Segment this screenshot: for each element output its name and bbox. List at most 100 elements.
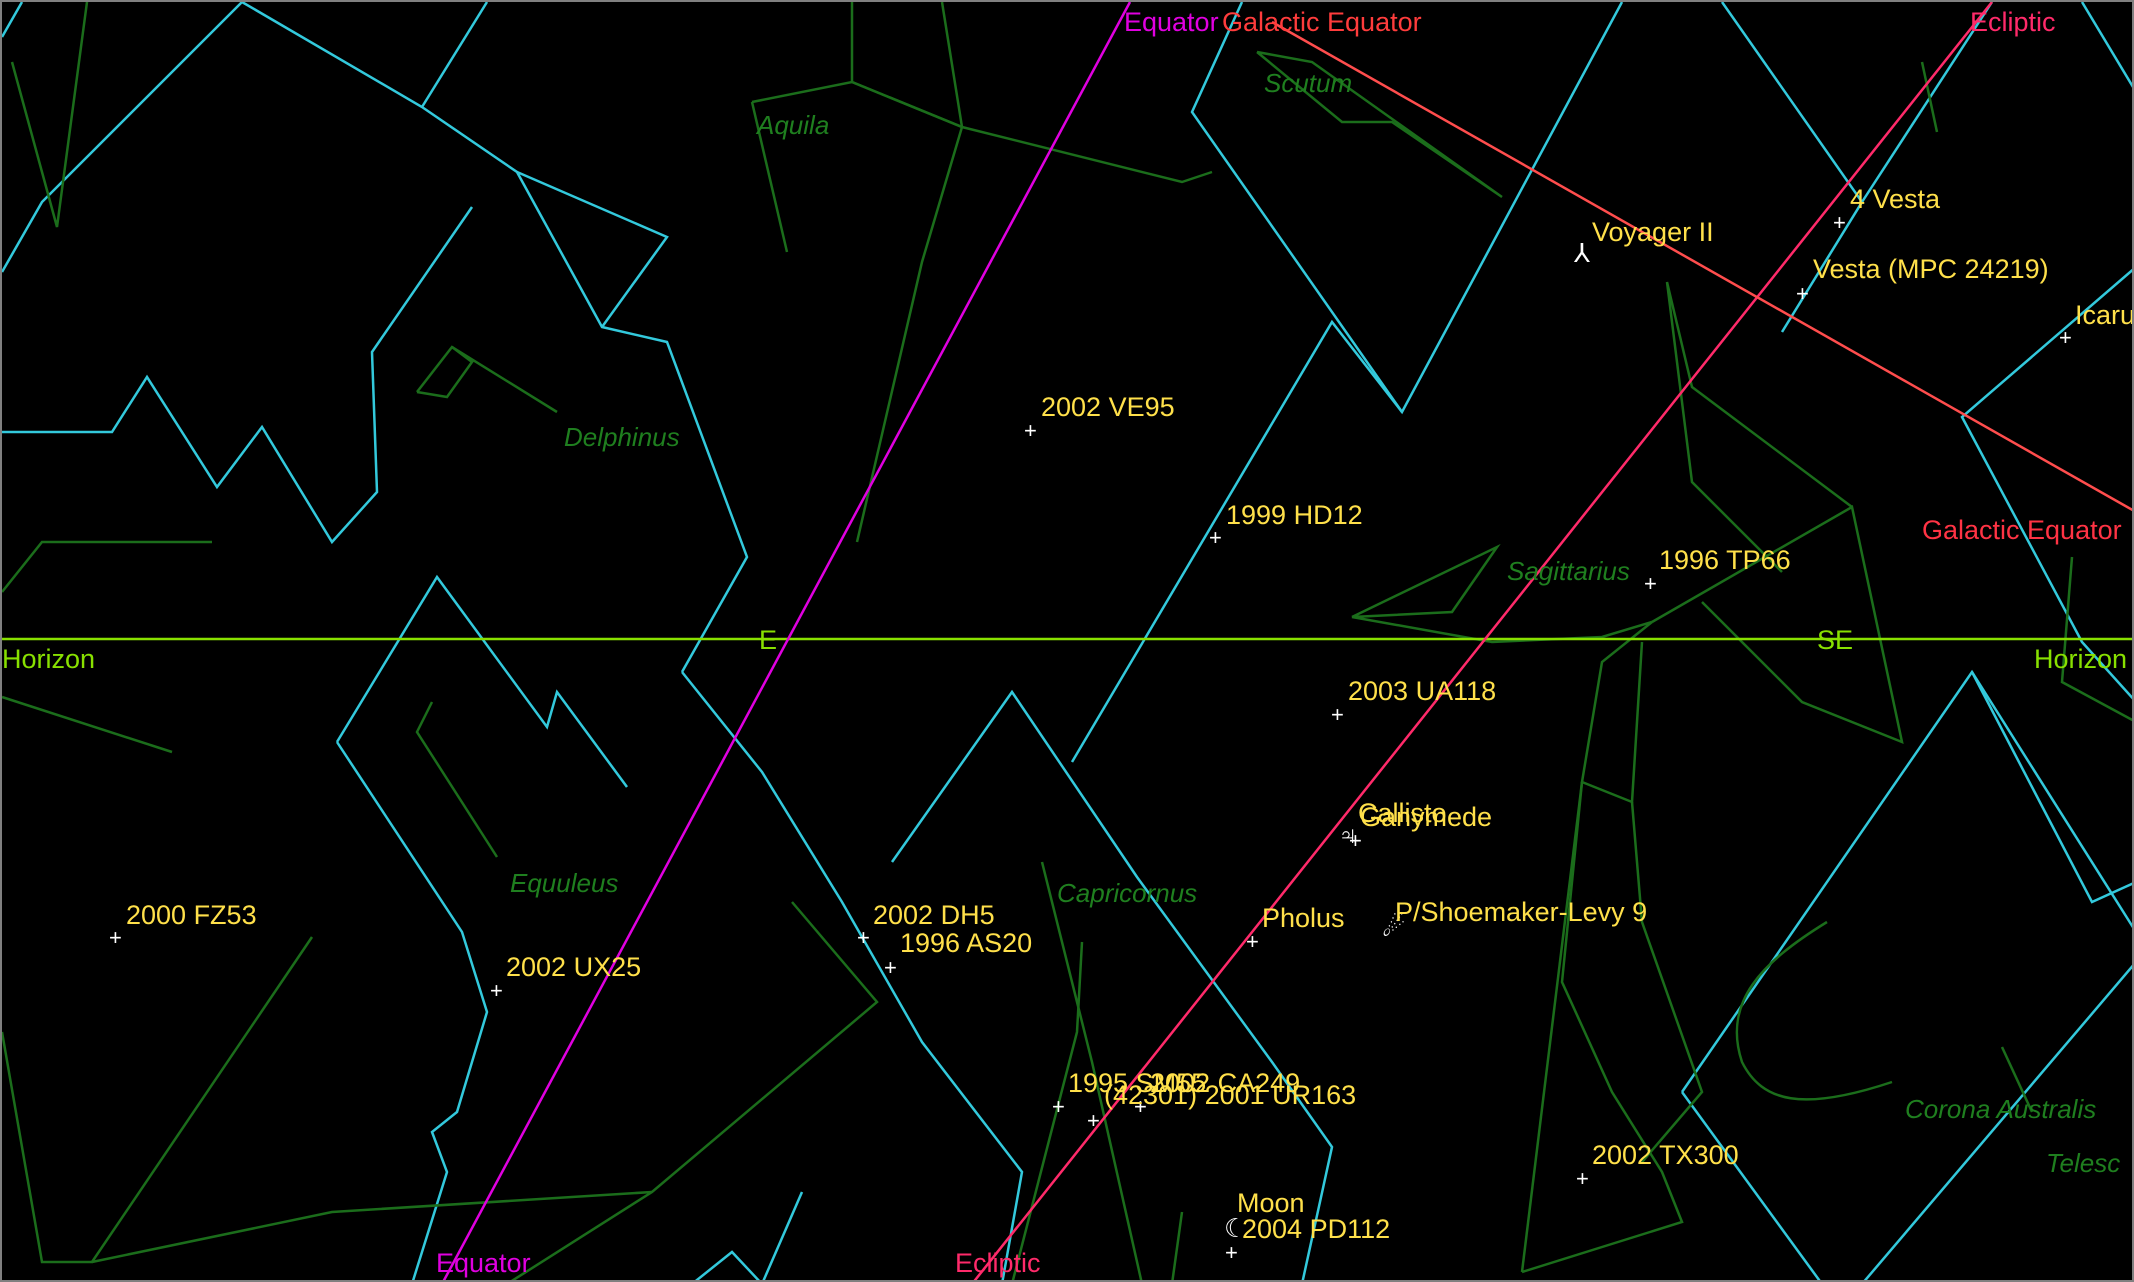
figure-line <box>1351 543 1653 644</box>
galactic-equator-label-right: Galactic Equator <box>1922 515 2122 545</box>
object-label-2002-ux25[interactable]: 2002 UX25 <box>506 952 642 982</box>
object-marker-1995-sm55[interactable]: + <box>1052 1094 1065 1119</box>
object-label-2002-tx300[interactable]: 2002 TX300 <box>1592 1140 1739 1170</box>
object-label-2002-dh5[interactable]: 2002 DH5 <box>873 900 995 930</box>
voyager-icon[interactable]: ⅄ <box>1574 238 1590 268</box>
object-marker-2002-ux25[interactable]: + <box>490 978 503 1003</box>
figure-line <box>2060 556 2132 722</box>
object-marker-2000-fz53[interactable]: + <box>109 925 122 950</box>
object-label-callisto[interactable]: Callisto <box>1358 798 1447 828</box>
object-label-2002-ca249[interactable]: 2002 CA249 <box>1150 1068 1301 1098</box>
object-label-icarus[interactable]: Icaru <box>2075 300 2134 330</box>
figure-line <box>2 540 212 593</box>
constellation-label-aquila: Aquila <box>757 110 830 140</box>
object-label-1996-as20[interactable]: 1996 AS20 <box>900 928 1033 958</box>
object-marker-2002-ca249[interactable]: + <box>1134 1094 1147 1119</box>
object-marker-vesta-mpc[interactable]: + <box>1796 281 1809 306</box>
object-label-voyager-ii[interactable]: Voyager II <box>1592 217 1714 247</box>
object-marker-pholus[interactable]: + <box>1246 929 1259 954</box>
object-label-2001-ur163[interactable]: (42301) 2001 UR163 <box>1104 1080 1357 1110</box>
object-label-moon[interactable]: Moon <box>1237 1188 1305 1218</box>
object-label-pholus[interactable]: Pholus <box>1262 903 1345 933</box>
object-marker-2002-dh5[interactable]: + <box>857 925 870 950</box>
figure-line <box>2000 1046 2034 1113</box>
object-marker-2004-pd112[interactable]: + <box>1225 1240 1238 1265</box>
constellation-label-capricornus: Capricornus <box>1057 878 1198 908</box>
boundary-line <box>335 574 629 788</box>
object-marker-icarus[interactable]: + <box>2059 325 2072 350</box>
object-marker-1999-hd12[interactable]: + <box>1209 525 1222 550</box>
boundary-line <box>762 1191 804 1280</box>
boundary-line <box>1860 2 1994 203</box>
object-marker-2002-ve95[interactable]: + <box>1024 418 1037 443</box>
figure-line <box>416 345 558 414</box>
constellation-label-sagittarius: Sagittarius <box>1507 556 1630 586</box>
constellation-label-scutum: Scutum <box>1264 68 1353 98</box>
constellation-label-corona-australis: Corona Australis <box>1905 1094 2097 1124</box>
boundary-line <box>1190 2 1404 413</box>
constellation-label-delphinus: Delphinus <box>564 422 680 452</box>
galactic-equator-line <box>1271 20 2132 512</box>
object-label-2002-ve95[interactable]: 2002 VE95 <box>1041 392 1175 422</box>
object-label-2000-fz53[interactable]: 2000 FZ53 <box>126 900 257 930</box>
figure-line <box>940 2 964 128</box>
horizon-label-right: Horizon <box>2034 644 2128 674</box>
object-label-1996-tp66[interactable]: 1996 TP66 <box>1659 545 1791 575</box>
figure-line <box>1651 505 1904 745</box>
figure-line <box>1040 861 1143 1280</box>
figure-line <box>416 346 474 399</box>
boundary-line <box>241 2 749 673</box>
equator-label-bottom: Equator <box>436 1248 531 1278</box>
boundary-line <box>516 170 669 328</box>
object-marker-4-vesta[interactable]: + <box>1833 210 1846 235</box>
boundary-line <box>2 2 243 273</box>
constellation-label-telescopium: Telesc <box>2046 1148 2121 1178</box>
boundary-line <box>681 671 1024 1280</box>
comet-icon[interactable]: ☄ <box>1382 912 1406 942</box>
boundary-line <box>1960 268 2132 700</box>
figure-line <box>1521 781 1684 1274</box>
ecliptic-label-bottom: Ecliptic <box>955 1248 1041 1278</box>
boundary-line <box>420 2 489 108</box>
boundary-line <box>1680 1091 1821 1280</box>
object-label-1995-sm55[interactable]: 1995 SM55 <box>1068 1068 1207 1098</box>
figure-line <box>510 901 879 1280</box>
constellation-label-equuleus: Equuleus <box>510 868 619 898</box>
direction-southeast-label: SE <box>1817 625 1854 655</box>
boundary-line <box>890 689 1334 1280</box>
figure-line <box>1735 920 1893 1101</box>
figure-line <box>10 2 89 228</box>
horizon-label-left: Horizon <box>2 644 96 674</box>
figure-line <box>1630 801 1704 1163</box>
figure-line <box>1171 1211 1184 1280</box>
figure-line <box>1256 50 1503 199</box>
celestial-equator-line <box>442 2 1132 1280</box>
boundary-line <box>1863 964 2132 1280</box>
moon-icon[interactable]: ☾ <box>1224 1213 1248 1243</box>
object-marker-2003-ua118[interactable]: + <box>1331 702 1344 727</box>
galactic-equator-label-top: Galactic Equator <box>1222 7 1422 37</box>
figure-line <box>1011 941 1084 1280</box>
object-label-2003-ua118[interactable]: 2003 UA118 <box>1348 676 1497 706</box>
object-marker-jupiter-moons[interactable]: + <box>1349 828 1362 853</box>
object-label-1999-hd12[interactable]: 1999 HD12 <box>1226 500 1363 530</box>
object-marker-2002-tx300[interactable]: + <box>1576 1166 1589 1191</box>
object-marker-1996-tp66[interactable]: + <box>1644 571 1657 596</box>
figure-line <box>750 101 789 253</box>
jupiter-icon[interactable]: ♃ <box>1338 820 1358 850</box>
ecliptic-label-top: Ecliptic <box>1970 7 2056 37</box>
object-label-2004-pd112[interactable]: 2004 PD112 <box>1242 1214 1391 1244</box>
object-label-4-vesta[interactable]: 4 Vesta <box>1850 184 1941 214</box>
object-marker-1996-as20[interactable]: + <box>884 955 897 980</box>
object-label-ganymede[interactable]: Ganymede <box>1360 802 1493 832</box>
object-label-vesta-mpc[interactable]: Vesta (MPC 24219) <box>1813 254 2049 284</box>
figure-line <box>415 701 499 858</box>
object-label-shoemaker-levy-9[interactable]: P/Shoemaker-Levy 9 <box>1395 897 1648 927</box>
object-marker-2001-ur163[interactable]: + <box>1087 1108 1100 1133</box>
boundary-line <box>335 741 489 1280</box>
boundary-line <box>1680 669 2132 1093</box>
boundary-line <box>2080 2 2132 88</box>
